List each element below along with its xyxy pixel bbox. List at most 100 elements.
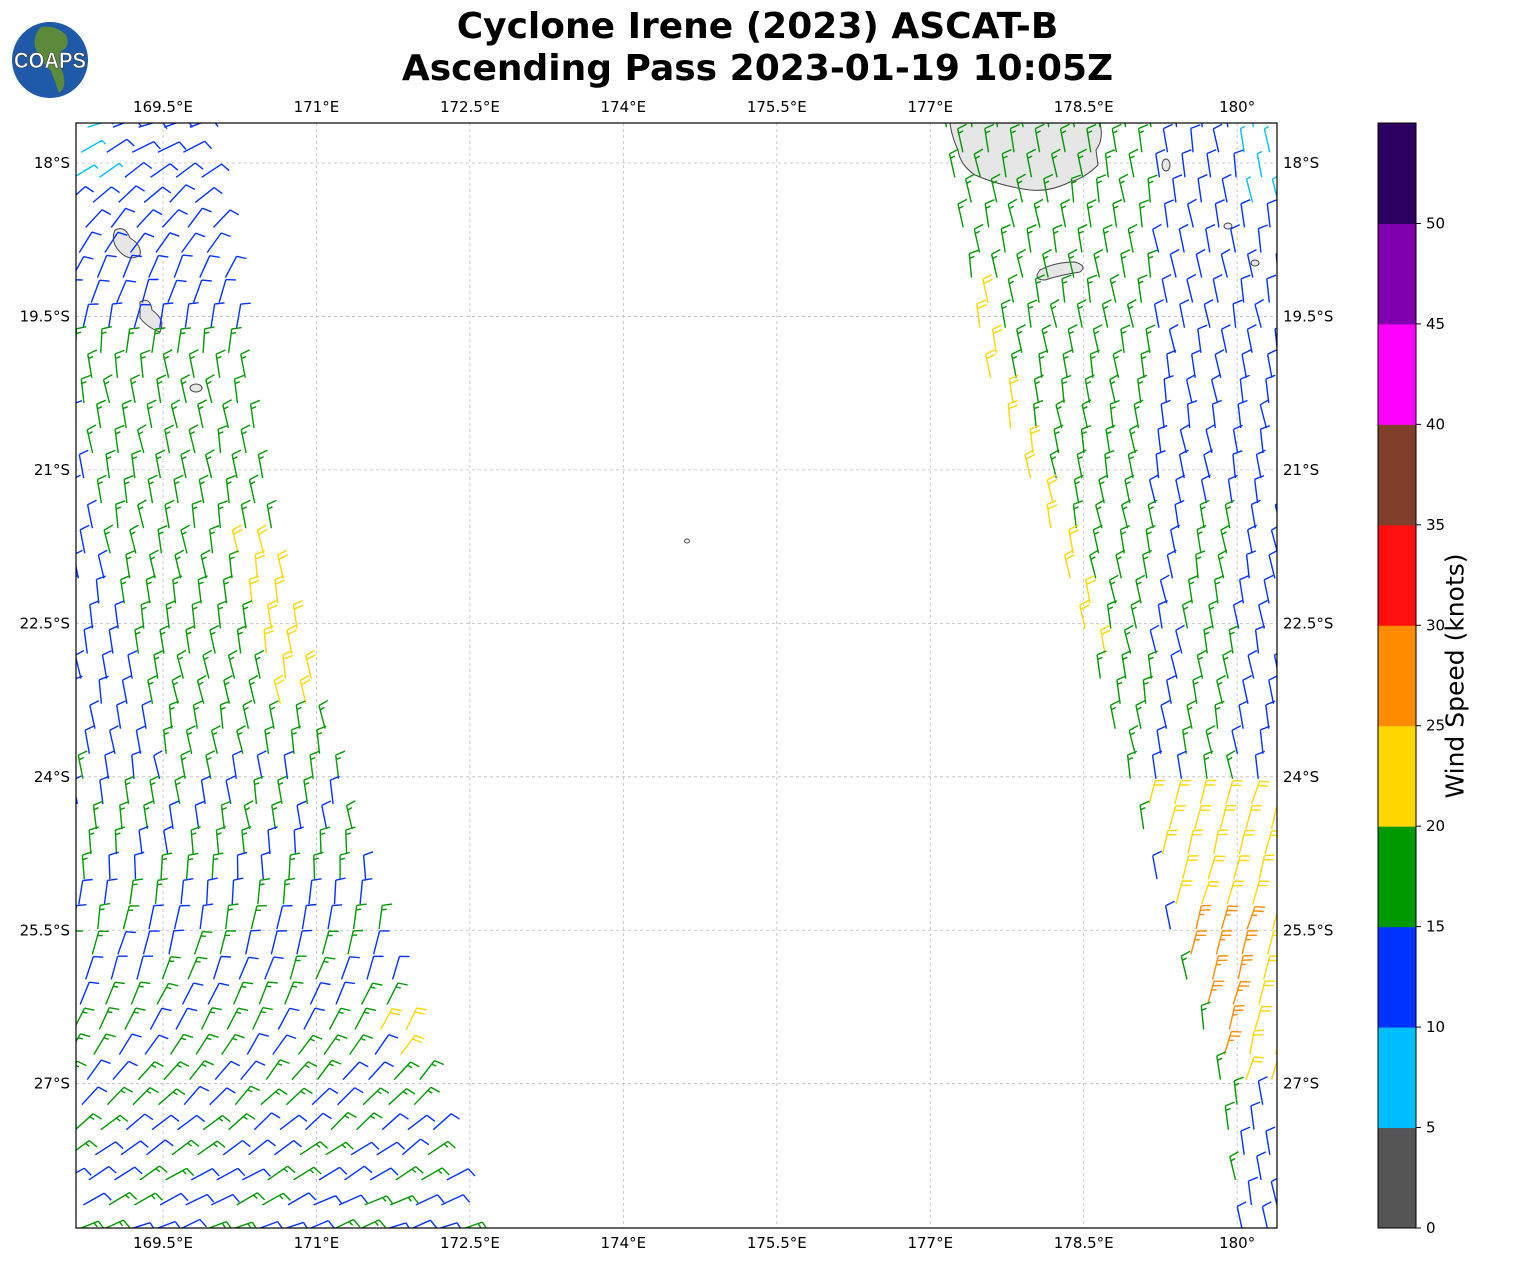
- wind-barb: [1123, 624, 1134, 654]
- wind-barb: [1232, 980, 1251, 1005]
- wind-barb: [191, 600, 202, 629]
- wind-barb: [1232, 299, 1243, 328]
- wind-barb: [118, 1033, 142, 1055]
- wind-barb: [124, 1007, 146, 1030]
- wind-barb: [415, 1194, 445, 1206]
- wind-barb: [183, 1085, 210, 1106]
- wind-barb: [296, 929, 313, 955]
- wind-barb: [131, 449, 142, 479]
- wind-barb: [92, 186, 120, 203]
- wind-barb: [1080, 424, 1092, 454]
- land-masses: [112, 123, 1260, 544]
- wind-barb: [271, 800, 282, 830]
- wind-barb: [223, 674, 233, 704]
- wind-barb: [1270, 526, 1277, 554]
- colorbar-tick-label: 30: [1426, 616, 1445, 634]
- wind-barb: [1232, 450, 1243, 479]
- wind-barb: [98, 162, 124, 178]
- wind-barb: [405, 1007, 427, 1030]
- wind-barb: [1042, 248, 1052, 278]
- wind-barb: [1270, 804, 1277, 830]
- wind-barb: [86, 424, 97, 454]
- wind-barb: [1208, 599, 1219, 629]
- wind-barb: [284, 1221, 308, 1228]
- wind-barb: [199, 255, 220, 278]
- wind-barb: [1112, 199, 1123, 228]
- wind-barb: [1250, 780, 1270, 805]
- wind-barb: [122, 254, 142, 278]
- wind-barb: [180, 878, 194, 905]
- wind-barb: [335, 981, 355, 1005]
- wind-barb: [973, 223, 984, 253]
- wind-barb: [1137, 374, 1148, 403]
- wind-barb: [79, 524, 90, 554]
- wind-barb: [1109, 700, 1120, 729]
- wind-barb: [227, 649, 238, 679]
- wind-barb: [299, 674, 311, 704]
- wind-barb: [164, 499, 175, 529]
- wind-barb: [167, 279, 187, 303]
- wind-barb: [117, 931, 136, 955]
- wind-barb: [157, 141, 187, 153]
- wind-barb: [130, 981, 151, 1005]
- wind-barb: [1092, 324, 1103, 353]
- lon-tick-label: 174°E: [601, 98, 647, 116]
- wind-barb: [104, 1219, 131, 1228]
- wind-barb: [287, 1192, 317, 1206]
- wind-barb: [142, 930, 160, 955]
- wind-barb: [155, 449, 166, 479]
- wind-barb: [1247, 1176, 1258, 1205]
- wind-barb: [218, 278, 236, 303]
- wind-barb: [1254, 1005, 1272, 1030]
- wind-barb: [1155, 148, 1166, 178]
- wind-barb: [1163, 199, 1175, 228]
- wind-barb: [1089, 549, 1099, 579]
- wind-barb: [419, 1059, 444, 1081]
- wind-barb: [1222, 649, 1232, 679]
- wind-barb: [1246, 905, 1266, 930]
- wind-barb: [1147, 499, 1158, 529]
- wind-barb: [438, 1222, 462, 1228]
- wind-barb: [62, 350, 71, 378]
- wind-barb: [1239, 575, 1250, 604]
- wind-barb: [109, 725, 119, 754]
- wind-barb: [207, 1220, 232, 1228]
- wind-barb: [1263, 125, 1271, 153]
- wind-barb: [1120, 249, 1131, 278]
- wind-barb: [1008, 374, 1020, 404]
- wind-barb: [180, 1218, 208, 1228]
- wind-barb: [98, 675, 109, 704]
- wind-barb: [136, 955, 154, 980]
- wind-barb: [1121, 499, 1131, 529]
- wind-barb: [1061, 374, 1072, 403]
- wind-barb: [254, 550, 266, 579]
- wind-barb: [1206, 148, 1217, 178]
- wind-barb: [143, 186, 172, 203]
- wind-barb: [1112, 349, 1123, 378]
- wind-barb: [316, 725, 327, 754]
- lon-tick-label: 172.5°E: [440, 98, 500, 116]
- wind-barb: [240, 349, 251, 378]
- wind-barb: [254, 649, 265, 679]
- wind-barb: [266, 600, 278, 629]
- wind-barb: [1137, 274, 1148, 303]
- wind-barb: [1228, 625, 1239, 654]
- wind-barb: [1200, 880, 1220, 905]
- wind-barb: [376, 1141, 405, 1156]
- wind-barb: [171, 1139, 200, 1156]
- wind-barb: [161, 956, 181, 980]
- wind-barb: [221, 1033, 245, 1055]
- wind-barb: [319, 826, 331, 855]
- axis-ticks: 169.5°E 169.5°E 171°E 171°E 172.5°E 172.5°E 17…: [20, 98, 1334, 1252]
- wind-barb: [386, 982, 408, 1005]
- wind-barb: [156, 982, 179, 1005]
- wind-barb: [1249, 1029, 1265, 1055]
- wind-barb: [141, 278, 159, 303]
- wind-barb: [190, 1167, 220, 1181]
- wind-barb: [1203, 625, 1214, 654]
- wind-barb: [1185, 374, 1196, 404]
- wind-barb: [176, 327, 192, 353]
- wind-barb: [1121, 650, 1132, 679]
- wind-barb: [1228, 1005, 1245, 1030]
- wind-barb: [1203, 449, 1213, 479]
